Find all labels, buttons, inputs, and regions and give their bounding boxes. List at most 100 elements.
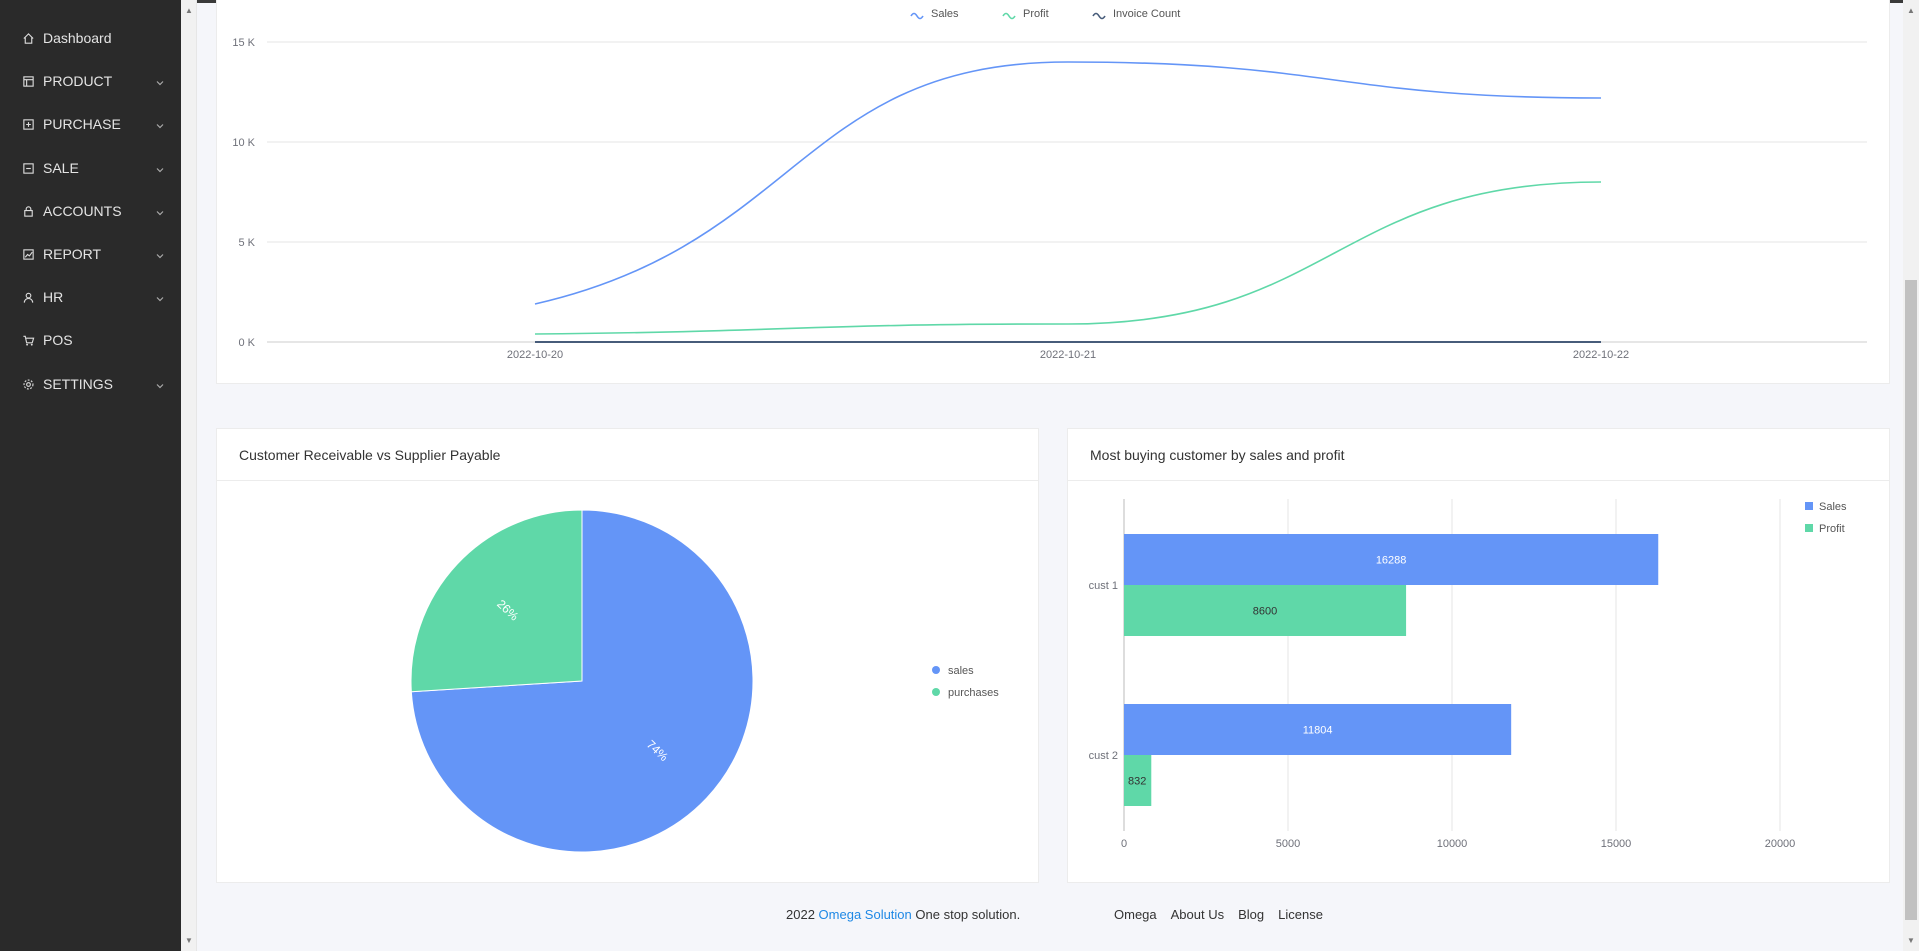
store-icon — [21, 74, 35, 88]
sidebar-item-label: HR — [43, 289, 64, 305]
chevron-down-icon[interactable] — [155, 118, 165, 129]
legend-item-sales: Sales — [910, 8, 959, 20]
bar-value-label: 11804 — [1303, 725, 1333, 737]
legend-label: Sales — [931, 8, 959, 20]
chart-icon — [21, 247, 35, 261]
user-icon — [21, 290, 35, 304]
scroll-down-arrow-icon[interactable]: ▼ — [185, 936, 193, 945]
sidebar-item-label: POS — [43, 332, 73, 348]
chevron-down-icon[interactable] — [155, 248, 165, 259]
gear-icon — [21, 377, 35, 391]
sidebar-item-settings[interactable]: SETTINGS — [0, 364, 181, 404]
x-tick-label: 0 — [1121, 838, 1127, 850]
sidebar-item-label: SALE — [43, 160, 79, 176]
cart-icon — [21, 333, 35, 347]
sidebar-scrollbar[interactable]: ▲ ▼ — [181, 0, 197, 951]
sidebar-item-label: PURCHASE — [43, 116, 121, 132]
sidebar-item-label: PRODUCT — [43, 73, 113, 89]
legend-item-sales: sales — [932, 665, 974, 677]
sidebar-item-hr[interactable]: HR — [0, 277, 181, 317]
legend-label: sales — [948, 665, 974, 677]
sidebar-item-label: ACCOUNTS — [43, 203, 122, 219]
sidebar-item-pos[interactable]: POS — [0, 320, 181, 360]
x-tick-label: 2022-10-22 — [1573, 349, 1629, 361]
top-customers-card: Most buying customer by sales and profit… — [1067, 428, 1890, 883]
chevron-down-icon[interactable] — [155, 378, 165, 389]
y-tick-label: 5 K — [238, 237, 255, 249]
home-icon — [21, 31, 35, 45]
chevron-down-icon[interactable] — [155, 205, 165, 216]
receivable-payable-card: Customer Receivable vs Supplier Payable … — [216, 428, 1039, 883]
x-tick-label: 20000 — [1765, 838, 1796, 850]
y-tick-label: cust 1 — [1089, 580, 1118, 592]
footer-year: 2022 — [786, 907, 815, 922]
legend-icon — [1002, 12, 1016, 20]
bar-value-label: 8600 — [1253, 606, 1277, 618]
footer-copyright: 2022 Omega Solution One stop solution. — [786, 907, 1020, 922]
footer-link-blog[interactable]: Blog — [1238, 907, 1265, 922]
x-tick-label: 10000 — [1437, 838, 1468, 850]
page-scrollbar[interactable]: ▲ ▼ — [1903, 0, 1919, 951]
series-line-profit — [534, 181, 1602, 335]
sales-profit-line-chart: 0 K 5 K 10 K 15 K 2022-10-20 2022-10-21 2022-1… — [232, 8, 1867, 361]
x-tick-label: 2022-10-20 — [507, 349, 563, 361]
footer-brand-link[interactable]: Omega Solution — [818, 907, 912, 922]
bar-sales-cust-2 — [1124, 704, 1512, 755]
legend-item-invoice-count: Invoice Count — [1092, 8, 1180, 20]
chevron-down-icon[interactable] — [155, 291, 165, 302]
x-tick-label: 2022-10-21 — [1040, 349, 1096, 361]
footer-link-license[interactable]: License — [1278, 907, 1323, 922]
sidebar-item-report[interactable]: REPORT — [0, 234, 181, 274]
legend-label: Invoice Count — [1113, 8, 1180, 20]
bar-value-label: 16288 — [1376, 555, 1407, 567]
bar-profit-cust-1 — [1124, 585, 1407, 636]
legend-label: Profit — [1819, 523, 1845, 535]
x-tick-label: 5000 — [1276, 838, 1300, 850]
card-title: Most buying customer by sales and profit — [1068, 429, 1889, 481]
top-customers-bar-chart: 0 5000 10000 15000 20000 cust 1 16288 8600 cust … — [1089, 499, 1847, 850]
bar-profit-cust-2 — [1124, 755, 1152, 806]
sidebar: Dashboard PRODUCT PURCHASE SALE ACCOUNTS… — [0, 0, 181, 951]
footer-link-about[interactable]: About Us — [1170, 907, 1225, 922]
legend-label: purchases — [948, 687, 999, 699]
y-tick-label: 10 K — [232, 137, 255, 149]
minus-square-icon — [21, 161, 35, 175]
legend-icon — [1805, 524, 1813, 532]
card-title: Customer Receivable vs Supplier Payable — [217, 429, 1038, 481]
scroll-up-arrow-icon[interactable]: ▲ — [1907, 6, 1915, 15]
sidebar-item-purchase[interactable]: PURCHASE — [0, 104, 181, 144]
legend-icon — [1092, 12, 1106, 20]
sidebar-item-dashboard[interactable]: Dashboard — [0, 18, 181, 58]
footer-link-omega[interactable]: Omega — [1114, 907, 1157, 922]
legend-icon — [1805, 502, 1813, 510]
sales-profit-chart-card: 0 K 5 K 10 K 15 K 2022-10-20 2022-10-21 2022-1… — [216, 0, 1890, 384]
series-line-sales — [534, 61, 1602, 305]
sidebar-item-accounts[interactable]: ACCOUNTS — [0, 191, 181, 231]
legend-item-profit: Profit — [1805, 523, 1845, 535]
footer-links: Omega About Us Blog License — [1114, 907, 1323, 922]
chevron-down-icon[interactable] — [155, 162, 165, 173]
legend-label: Sales — [1819, 501, 1847, 513]
sidebar-item-label: REPORT — [43, 246, 102, 262]
sidebar-item-sale[interactable]: SALE — [0, 148, 181, 188]
y-tick-label: 15 K — [232, 37, 255, 49]
footer-tagline: One stop solution. — [915, 907, 1021, 922]
sidebar-item-label: SETTINGS — [43, 376, 114, 392]
pie-slice-purchases — [410, 509, 583, 693]
bar-sales-cust-1 — [1124, 534, 1659, 585]
legend-item-profit: Profit — [1002, 8, 1049, 20]
legend-item-purchases: purchases — [932, 687, 999, 699]
chevron-down-icon[interactable] — [155, 75, 165, 86]
scroll-down-arrow-icon[interactable]: ▼ — [1907, 936, 1915, 945]
scroll-up-arrow-icon[interactable]: ▲ — [185, 6, 193, 15]
legend-icon — [932, 688, 940, 696]
lock-icon — [21, 204, 35, 218]
x-tick-label: 15000 — [1601, 838, 1632, 850]
legend-label: Profit — [1023, 8, 1049, 20]
scrollbar-thumb[interactable] — [1905, 280, 1917, 920]
sidebar-item-label: Dashboard — [43, 30, 112, 46]
legend-icon — [932, 666, 940, 674]
legend-item-sales: Sales — [1805, 501, 1847, 513]
sidebar-item-product[interactable]: PRODUCT — [0, 61, 181, 101]
